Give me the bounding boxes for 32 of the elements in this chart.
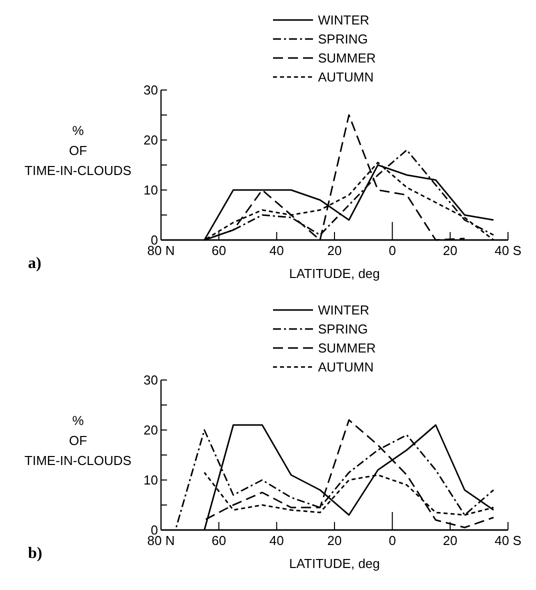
text: b) [28,545,42,562]
y-tick-label: 10 [144,472,158,488]
legend-label: AUTUMN [318,360,374,375]
y-tick-label: 30 [144,372,158,388]
y-axis-title: % OF TIME-IN-CLOUDS [24,413,132,468]
legend-label: WINTER [318,302,370,318]
legend-label: SPRING [318,322,368,337]
x-tick-label: 60 [212,243,226,258]
legend-label: WINTER [318,12,370,28]
x-tick-label: 40 S [494,533,522,548]
x-axis-title: LATITUDE, deg [289,556,380,571]
y-tick-label: 20 [144,132,158,148]
y-tick-label: 30 [144,82,158,98]
x-tick-label: 40 [269,243,284,258]
x-tick-label: 60 [212,533,226,548]
legend-label: SUMMER [318,50,376,66]
text: a) [28,255,42,272]
y-axis-title: % OF TIME-IN-CLOUDS [24,123,132,178]
legend-label: SUMMER [318,340,376,356]
x-tick-label: 20 [442,533,458,548]
y-tick-label: 20 [144,422,158,438]
y-tick-label: 10 [144,182,158,198]
x-tick-label: 40 S [494,243,522,258]
x-tick-label: 20 [327,243,342,258]
x-axis-title: LATITUDE, deg [289,266,380,281]
legend-label: SPRING [318,32,368,47]
legend-label: AUTUMN [318,70,374,85]
x-tick-label: 0 [388,243,396,258]
x-tick-label: 0 [388,533,396,548]
x-tick-label: 40 [269,533,284,548]
x-tick-label: 20 [327,533,342,548]
x-tick-label: 20 [442,243,458,258]
